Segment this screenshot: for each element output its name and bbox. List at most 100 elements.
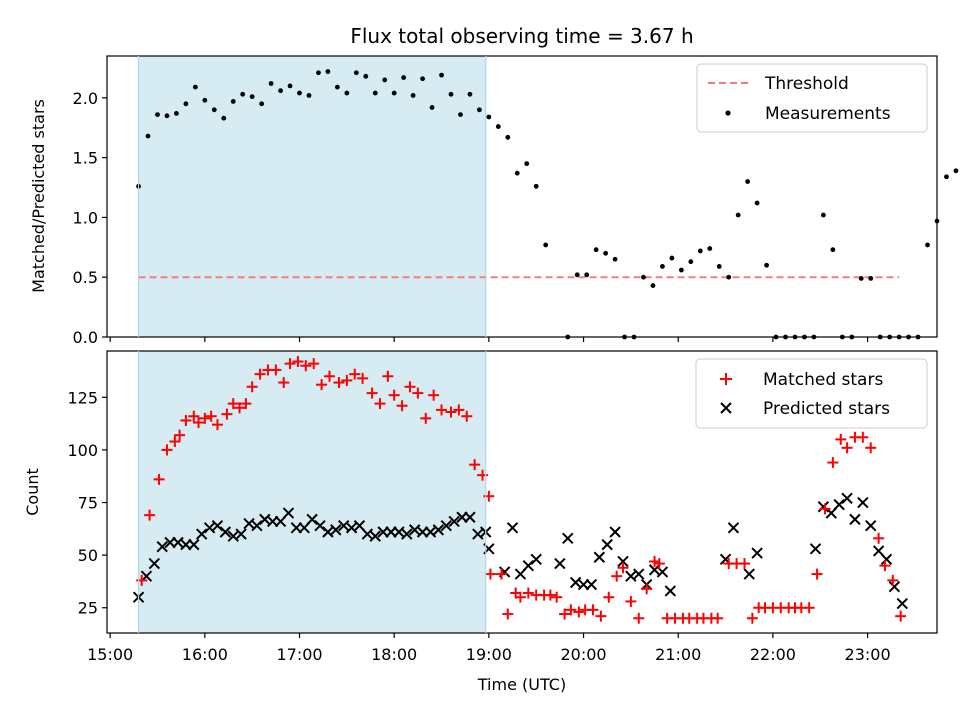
predicted-star-point bbox=[522, 559, 535, 572]
matched-star-point bbox=[641, 583, 653, 595]
y-tick-label: 25 bbox=[78, 599, 98, 618]
predicted-star-point bbox=[440, 519, 452, 532]
measurement-point bbox=[230, 99, 236, 104]
predicted-star-point bbox=[330, 524, 342, 536]
matched-star-point bbox=[565, 604, 577, 616]
measurement-point bbox=[382, 77, 388, 83]
measurement-point bbox=[353, 70, 359, 76]
bottom-plot-frame bbox=[106, 350, 938, 634]
measurement-point bbox=[660, 264, 665, 269]
measurement-point bbox=[287, 83, 293, 89]
predicted-star-point bbox=[809, 543, 822, 555]
legend-measurements-swatch bbox=[725, 110, 731, 116]
matched-star-point bbox=[587, 604, 599, 616]
predicted-star-point bbox=[448, 515, 460, 528]
bottom-y-axis-label: Count bbox=[23, 468, 42, 516]
measurement-point bbox=[401, 75, 407, 80]
matched-star-point bbox=[484, 568, 496, 580]
predicted-star-point bbox=[609, 526, 621, 538]
measurement-point bbox=[735, 212, 741, 218]
measurement-point bbox=[524, 161, 530, 167]
matched-star-point bbox=[573, 606, 585, 618]
matched-star-point bbox=[559, 608, 571, 620]
predicted-star-point bbox=[401, 528, 413, 540]
y-tick-label: 50 bbox=[78, 546, 98, 565]
measurement-point bbox=[391, 90, 397, 96]
matched-star-point bbox=[625, 595, 637, 607]
measurement-point bbox=[183, 101, 189, 107]
x-tick-label: 18:00 bbox=[371, 645, 417, 664]
top-legend: Threshold Measurements bbox=[696, 63, 928, 133]
matched-star-point bbox=[811, 568, 823, 580]
matched-star-point bbox=[712, 612, 724, 624]
measurement-point bbox=[429, 105, 435, 110]
matched-star-point bbox=[738, 558, 750, 570]
measurement-point bbox=[155, 112, 160, 117]
matched-star-point bbox=[649, 555, 661, 567]
measurement-point bbox=[745, 179, 751, 184]
matched-star-point bbox=[469, 459, 481, 471]
matched-star-point bbox=[366, 387, 378, 399]
matched-star-point bbox=[436, 404, 448, 416]
measurement-point bbox=[202, 97, 208, 103]
predicted-star-point bbox=[841, 492, 853, 505]
matched-star-point bbox=[333, 377, 345, 389]
measurement-point bbox=[306, 93, 312, 98]
measurement-point bbox=[467, 91, 473, 97]
measurement-point bbox=[533, 183, 539, 189]
matched-star-point bbox=[551, 591, 563, 603]
matched-star-point bbox=[341, 374, 353, 386]
matched-star-point bbox=[420, 412, 432, 424]
matched-star-point bbox=[300, 360, 312, 372]
matched-star-point bbox=[453, 404, 465, 416]
measurement-point bbox=[944, 174, 949, 180]
measurement-point bbox=[764, 262, 769, 268]
matched-star-point bbox=[428, 389, 440, 401]
measurement-point bbox=[486, 114, 492, 120]
matched-star-point bbox=[865, 442, 877, 454]
matched-star-point bbox=[502, 608, 514, 620]
legend-threshold-label: Threshold bbox=[764, 74, 849, 94]
measurement-point bbox=[221, 115, 227, 121]
predicted-star-point bbox=[219, 526, 232, 538]
measurement-point bbox=[514, 170, 520, 176]
measurement-point bbox=[716, 264, 722, 269]
matched-star-point bbox=[633, 612, 645, 624]
x-tick-label: 19:00 bbox=[466, 645, 512, 664]
measurement-point bbox=[458, 112, 463, 117]
matched-star-point bbox=[199, 412, 211, 424]
predicted-star-point bbox=[617, 555, 629, 568]
legend-matched-label: Matched stars bbox=[763, 370, 883, 390]
matched-star-point bbox=[270, 364, 282, 376]
matched-star-point bbox=[284, 358, 296, 370]
matched-star-point bbox=[205, 410, 217, 422]
predicted-star-point bbox=[833, 498, 845, 511]
top-legend-box bbox=[696, 63, 928, 133]
measurement-point bbox=[925, 242, 930, 248]
predicted-star-point bbox=[593, 551, 606, 563]
predicted-star-point bbox=[857, 496, 869, 509]
measurement-point bbox=[688, 259, 694, 265]
matched-star-point bbox=[180, 414, 192, 426]
measurement-point bbox=[439, 72, 444, 78]
measurement-point bbox=[650, 283, 656, 288]
matched-star-point bbox=[404, 381, 416, 393]
measurement-point bbox=[268, 81, 274, 86]
matched-star-point bbox=[240, 398, 252, 410]
x-tick-label: 17:00 bbox=[276, 645, 322, 664]
y-tick-label: 125 bbox=[67, 388, 98, 407]
measurement-point bbox=[145, 133, 151, 139]
measurement-point bbox=[593, 247, 599, 253]
matched-star-point bbox=[895, 610, 907, 622]
bottom-legend-box bbox=[695, 358, 928, 429]
bottom-observing-window bbox=[138, 351, 486, 633]
matched-star-point bbox=[254, 368, 266, 380]
x-tick-label: 16:00 bbox=[182, 645, 228, 664]
matched-star-point bbox=[595, 610, 607, 622]
measurement-point bbox=[164, 113, 170, 119]
measurement-point bbox=[297, 90, 302, 96]
x-tick-label: 21:00 bbox=[655, 645, 701, 664]
predicted-star-point bbox=[849, 513, 861, 526]
matched-star-point bbox=[879, 560, 891, 572]
matched-star-point bbox=[357, 372, 369, 384]
